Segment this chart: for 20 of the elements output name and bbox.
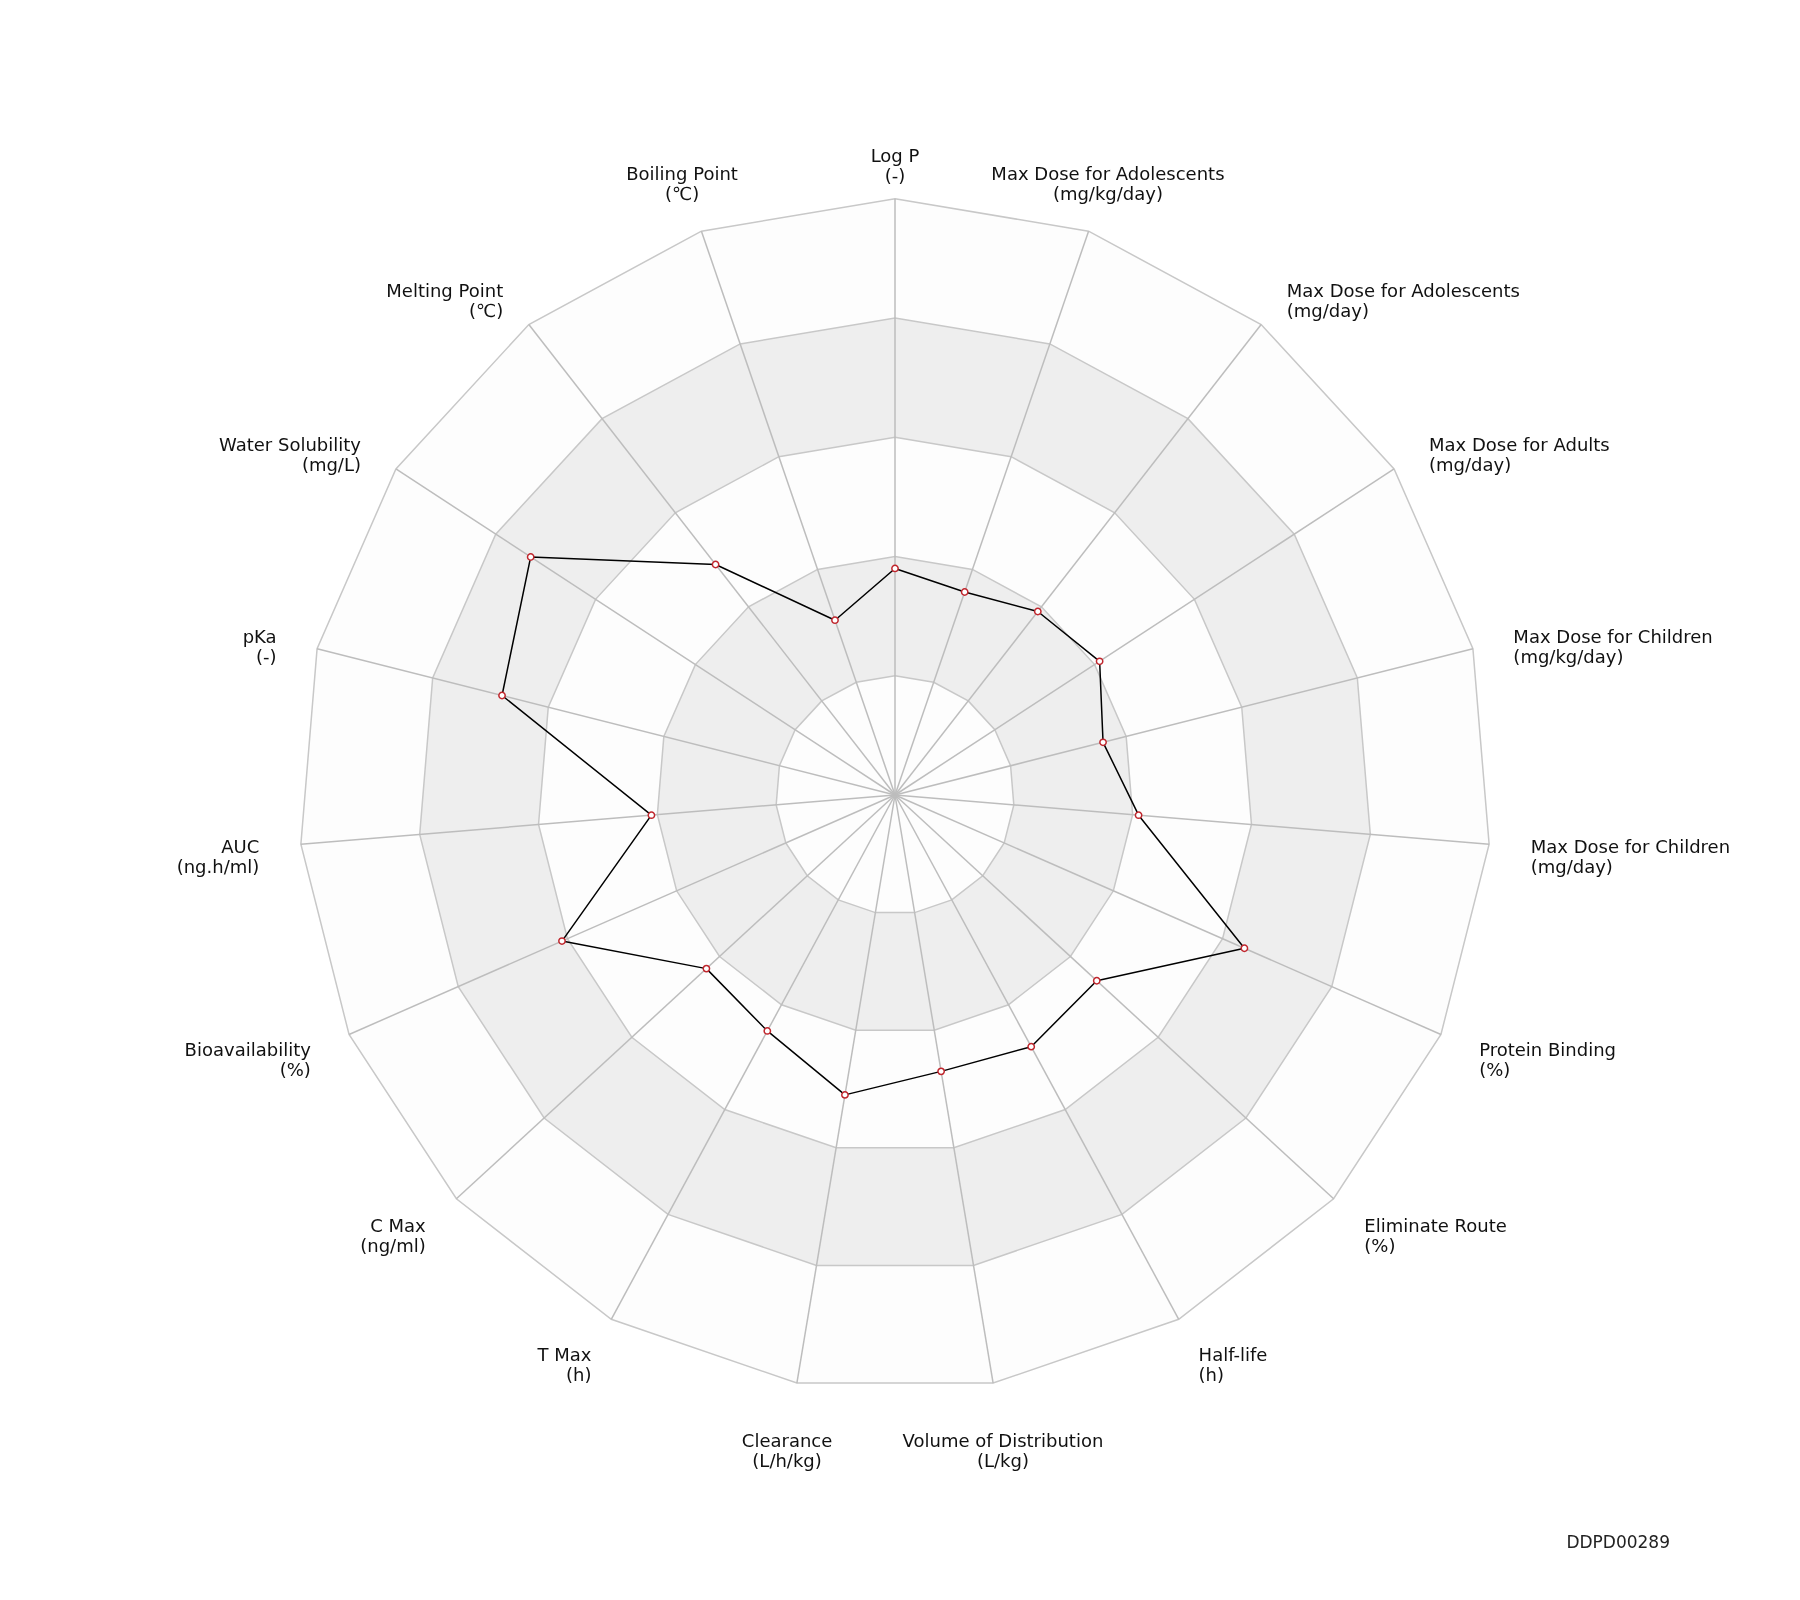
spoke-label: Melting Point (℃) (386, 279, 504, 321)
spoke-label: Max Dose for Children (mg/kg/day) (1513, 626, 1713, 668)
spoke-label: Clearance (L/h/kg) (741, 1429, 833, 1471)
spoke-label: Boiling Point (℃) (626, 162, 738, 204)
spoke-label: Water Solubility (mg/L) (219, 434, 362, 476)
spoke-label: Half-life (h) (1198, 1344, 1268, 1385)
spoke-label: T Max (h) (536, 1344, 592, 1385)
spoke-label: Log P (-) (870, 145, 920, 187)
spoke-label: AUC (ng.h/ml) (176, 835, 260, 877)
spoke-label: Eliminate Route (%) (1364, 1215, 1507, 1257)
spoke-label: C Max (ng/ml) (360, 1215, 427, 1257)
spoke-label: Max Dose for Adults (mg/day) (1429, 434, 1610, 476)
spoke-label: Volume of Distribution (L/kg) (902, 1429, 1104, 1471)
spoke-label: Protein Binding (%) (1479, 1039, 1616, 1081)
spoke-label: Max Dose for Adolescents (mg/day) (1286, 279, 1520, 321)
text: DDPD00289 (1566, 1532, 1670, 1553)
spoke-label: pKa (-) (242, 626, 277, 668)
spoke-label: Bioavailability (%) (184, 1039, 312, 1081)
spoke-label: Max Dose for Adolescents (mg/kg/day) (991, 162, 1225, 204)
spoke-label: Max Dose for Children (mg/day) (1530, 835, 1731, 877)
